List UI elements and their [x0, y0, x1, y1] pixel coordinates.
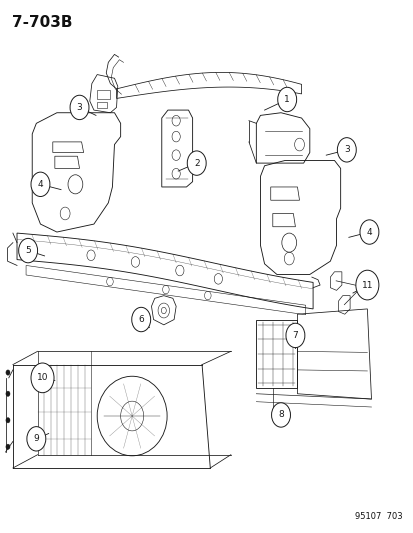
- Circle shape: [31, 172, 50, 197]
- Circle shape: [187, 151, 206, 175]
- Text: 6: 6: [138, 315, 144, 324]
- Text: 7-703B: 7-703B: [12, 14, 72, 30]
- Text: 95107  703: 95107 703: [354, 512, 401, 521]
- Circle shape: [31, 363, 54, 393]
- Circle shape: [355, 270, 378, 300]
- Text: 2: 2: [193, 159, 199, 167]
- Circle shape: [277, 87, 296, 112]
- Text: 7: 7: [292, 331, 298, 340]
- Text: 8: 8: [278, 410, 283, 419]
- Circle shape: [271, 403, 290, 427]
- Bar: [97, 102, 107, 109]
- Circle shape: [131, 308, 150, 332]
- Text: 9: 9: [33, 434, 39, 443]
- Bar: [97, 90, 109, 100]
- Text: 4: 4: [366, 228, 371, 237]
- Text: 10: 10: [37, 373, 48, 382]
- Text: 3: 3: [343, 146, 349, 155]
- Text: 1: 1: [284, 95, 290, 104]
- Circle shape: [359, 220, 378, 244]
- Circle shape: [19, 238, 38, 263]
- Text: 3: 3: [76, 103, 82, 112]
- Circle shape: [6, 370, 10, 375]
- Circle shape: [6, 444, 10, 449]
- Text: 4: 4: [38, 180, 43, 189]
- Circle shape: [6, 391, 10, 397]
- Text: 11: 11: [361, 280, 372, 289]
- Bar: [256, 319, 297, 389]
- Circle shape: [27, 426, 46, 451]
- Circle shape: [70, 95, 89, 119]
- Circle shape: [337, 138, 356, 162]
- Circle shape: [285, 323, 304, 348]
- Circle shape: [6, 418, 10, 423]
- Text: 5: 5: [25, 246, 31, 255]
